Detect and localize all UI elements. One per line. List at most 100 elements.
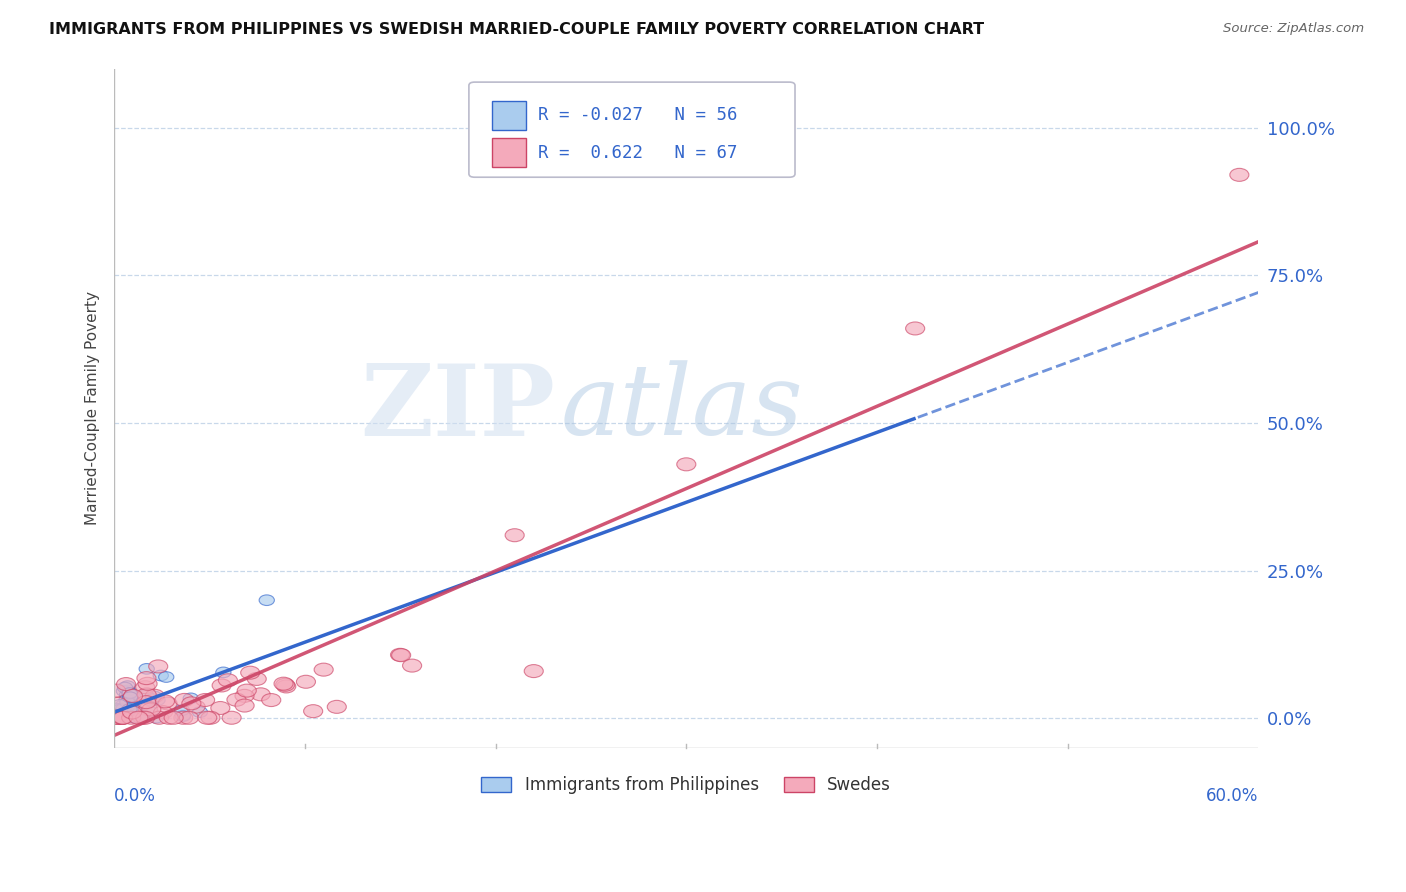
- Ellipse shape: [107, 684, 125, 697]
- Ellipse shape: [122, 689, 136, 699]
- Ellipse shape: [107, 711, 125, 724]
- Ellipse shape: [117, 682, 132, 693]
- Ellipse shape: [180, 711, 198, 724]
- Ellipse shape: [240, 666, 260, 679]
- Ellipse shape: [111, 705, 127, 715]
- FancyBboxPatch shape: [492, 101, 526, 129]
- Ellipse shape: [131, 708, 146, 719]
- FancyBboxPatch shape: [492, 138, 526, 167]
- Ellipse shape: [186, 700, 205, 714]
- Ellipse shape: [112, 704, 128, 714]
- Ellipse shape: [125, 697, 141, 707]
- Ellipse shape: [181, 697, 201, 710]
- Ellipse shape: [124, 690, 139, 700]
- Ellipse shape: [304, 705, 323, 718]
- Ellipse shape: [120, 690, 135, 700]
- Ellipse shape: [112, 699, 128, 710]
- Legend: Immigrants from Philippines, Swedes: Immigrants from Philippines, Swedes: [475, 770, 898, 801]
- Ellipse shape: [107, 711, 125, 724]
- Text: atlas: atlas: [561, 360, 803, 456]
- Ellipse shape: [108, 707, 124, 718]
- Ellipse shape: [117, 686, 132, 697]
- Ellipse shape: [108, 698, 128, 710]
- Ellipse shape: [198, 711, 217, 724]
- Ellipse shape: [127, 690, 141, 701]
- Ellipse shape: [120, 694, 134, 705]
- Ellipse shape: [115, 699, 131, 710]
- Ellipse shape: [276, 678, 295, 691]
- Ellipse shape: [122, 692, 138, 703]
- Ellipse shape: [145, 690, 165, 702]
- Ellipse shape: [297, 675, 315, 689]
- Ellipse shape: [159, 711, 179, 724]
- Ellipse shape: [138, 711, 152, 722]
- Ellipse shape: [153, 670, 169, 681]
- Ellipse shape: [211, 701, 229, 714]
- Ellipse shape: [176, 710, 190, 721]
- Ellipse shape: [114, 711, 132, 724]
- Ellipse shape: [122, 711, 141, 724]
- Ellipse shape: [193, 706, 208, 717]
- Ellipse shape: [138, 688, 156, 701]
- Ellipse shape: [159, 672, 174, 682]
- Y-axis label: Married-Couple Family Poverty: Married-Couple Family Poverty: [86, 291, 100, 525]
- Ellipse shape: [195, 693, 215, 706]
- Ellipse shape: [108, 712, 124, 723]
- Text: R =  0.622   N = 67: R = 0.622 N = 67: [537, 144, 737, 161]
- Ellipse shape: [222, 711, 242, 724]
- Ellipse shape: [150, 695, 165, 706]
- Ellipse shape: [676, 458, 696, 471]
- Ellipse shape: [111, 711, 131, 724]
- Ellipse shape: [183, 693, 198, 704]
- Ellipse shape: [128, 705, 143, 715]
- Ellipse shape: [124, 712, 139, 723]
- Ellipse shape: [212, 679, 231, 692]
- Ellipse shape: [108, 703, 124, 714]
- Ellipse shape: [226, 693, 246, 706]
- Ellipse shape: [120, 698, 135, 707]
- Ellipse shape: [524, 665, 543, 678]
- Ellipse shape: [391, 648, 409, 661]
- Ellipse shape: [149, 711, 169, 724]
- Ellipse shape: [108, 711, 128, 724]
- Ellipse shape: [143, 706, 157, 717]
- Ellipse shape: [120, 681, 135, 691]
- Ellipse shape: [143, 696, 159, 706]
- Ellipse shape: [114, 707, 129, 718]
- Ellipse shape: [114, 707, 129, 718]
- Ellipse shape: [156, 695, 174, 708]
- Ellipse shape: [146, 691, 162, 702]
- Ellipse shape: [215, 667, 231, 678]
- Ellipse shape: [135, 713, 150, 723]
- Ellipse shape: [259, 595, 274, 606]
- Ellipse shape: [122, 706, 142, 719]
- FancyBboxPatch shape: [470, 82, 794, 178]
- Ellipse shape: [142, 703, 160, 716]
- Ellipse shape: [127, 709, 142, 720]
- Text: R = -0.027   N = 56: R = -0.027 N = 56: [537, 106, 737, 124]
- Ellipse shape: [157, 697, 177, 710]
- Ellipse shape: [112, 711, 132, 724]
- Text: 60.0%: 60.0%: [1206, 787, 1258, 805]
- Ellipse shape: [136, 681, 155, 694]
- Ellipse shape: [174, 705, 190, 715]
- Ellipse shape: [235, 690, 254, 702]
- Ellipse shape: [108, 712, 124, 723]
- Ellipse shape: [136, 672, 156, 685]
- Ellipse shape: [174, 711, 193, 724]
- Ellipse shape: [139, 703, 157, 715]
- Ellipse shape: [129, 711, 148, 724]
- Ellipse shape: [174, 693, 194, 706]
- Ellipse shape: [145, 694, 160, 705]
- Ellipse shape: [505, 529, 524, 541]
- Ellipse shape: [392, 648, 411, 662]
- Ellipse shape: [328, 700, 346, 714]
- Ellipse shape: [165, 711, 183, 724]
- Ellipse shape: [153, 706, 173, 719]
- Ellipse shape: [125, 702, 139, 713]
- Text: 0.0%: 0.0%: [114, 787, 156, 805]
- Ellipse shape: [132, 711, 148, 722]
- Ellipse shape: [136, 696, 156, 708]
- Ellipse shape: [201, 711, 219, 724]
- Ellipse shape: [124, 690, 142, 702]
